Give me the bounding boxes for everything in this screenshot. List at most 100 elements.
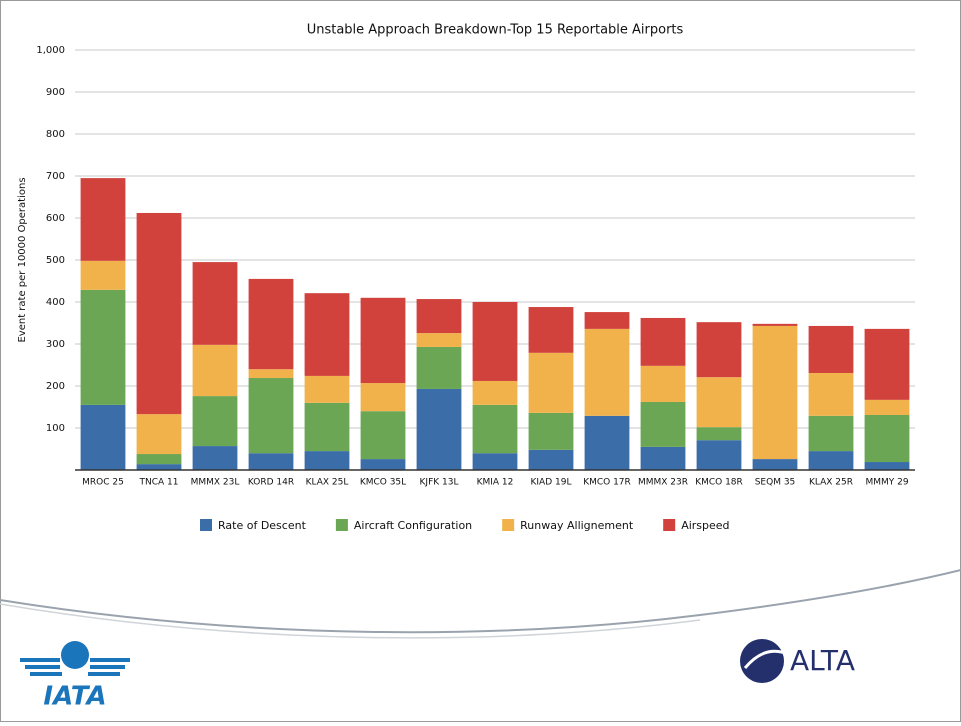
bar-segment xyxy=(248,378,294,454)
bar-segment xyxy=(864,462,910,470)
bar-segment xyxy=(640,317,686,366)
bar-segment xyxy=(248,278,294,370)
bar-segment xyxy=(752,325,798,460)
bar-segment xyxy=(528,412,574,450)
bar-segment xyxy=(640,365,686,402)
bar-segment xyxy=(192,262,238,345)
x-tick-label: TNCA 11 xyxy=(139,478,179,488)
x-tick-label: MROC 25 xyxy=(82,478,124,488)
bar-segment xyxy=(136,212,182,415)
iata-logo: IATA xyxy=(20,641,130,712)
bar-segment xyxy=(528,352,574,413)
y-tick-label: 500 xyxy=(46,255,65,266)
x-tick-label: KJFK 13L xyxy=(420,478,459,488)
iata-text: IATA xyxy=(43,682,106,712)
legend-swatch xyxy=(200,519,212,531)
bar-segment xyxy=(304,451,350,470)
y-tick-label: 200 xyxy=(46,381,65,392)
plot: 100 200 300 400 500 600 700 800 900 1,000 MROC 25 T… xyxy=(36,45,915,488)
bar-segment xyxy=(752,323,798,326)
bar-segment xyxy=(416,299,462,334)
y-tick-label: 600 xyxy=(46,213,65,224)
bar-segment xyxy=(360,411,406,460)
y-tick-label: 1,000 xyxy=(36,45,65,56)
bar-segment xyxy=(808,325,854,373)
chart-title: Unstable Approach Breakdown-Top 15 Repor… xyxy=(307,23,684,38)
y-tick-label: 400 xyxy=(46,297,65,308)
bar-segment xyxy=(192,396,238,447)
x-tick-label: KORD 14R xyxy=(248,478,294,488)
bar-segment xyxy=(360,297,406,384)
bar-segment xyxy=(584,312,630,329)
bar-segment xyxy=(472,453,518,470)
bar-segment xyxy=(416,388,462,470)
x-tick-label: KIAD 19L xyxy=(531,478,572,488)
bar-segment xyxy=(360,383,406,412)
alta-text: ALTA xyxy=(790,644,855,677)
bar-segment xyxy=(696,377,742,428)
bar-segment xyxy=(808,372,854,416)
bar-segment xyxy=(528,307,574,353)
bar-segment xyxy=(80,260,126,290)
y-tick-label: 300 xyxy=(46,339,65,350)
x-tick-label: KLAX 25L xyxy=(306,478,349,488)
x-tick-label: SEQM 35 xyxy=(755,478,796,488)
bar-segment xyxy=(640,446,686,470)
y-tick-label: 700 xyxy=(46,171,65,182)
x-tick-label: KLAX 25R xyxy=(809,478,853,488)
bar-segment xyxy=(752,459,798,470)
bar-segment xyxy=(416,333,462,347)
bar-segment xyxy=(304,375,350,403)
bar-segment xyxy=(136,414,182,455)
bar-segment xyxy=(864,328,910,400)
bar-segment xyxy=(584,328,630,416)
bar-segment xyxy=(472,302,518,381)
x-tick-label: KMIA 12 xyxy=(477,478,514,488)
legend-label: Rate of Descent xyxy=(218,519,307,532)
bar-segment xyxy=(304,293,350,376)
bar-segment xyxy=(80,289,126,405)
bar-segment xyxy=(696,322,742,378)
bar-segment xyxy=(136,464,182,470)
alta-globe xyxy=(740,639,784,683)
bar-segment xyxy=(472,404,518,454)
x-tick-label: MMMX 23L xyxy=(191,478,240,488)
swoosh-shadow xyxy=(0,603,701,639)
bar-segment xyxy=(248,453,294,470)
bar-segment xyxy=(304,402,350,452)
bar-segment xyxy=(80,404,126,470)
bar-segment xyxy=(864,399,910,415)
y-axis-label: Event rate per 10000 Operations xyxy=(17,177,28,342)
legend-label: Airspeed xyxy=(681,519,729,532)
y-tick-label: 900 xyxy=(46,87,65,98)
globe xyxy=(61,641,89,669)
x-tick-label: KMCO 18R xyxy=(695,478,743,488)
x-tick-label: MMMX 23R xyxy=(638,478,688,488)
legend-label: Runway Allignement xyxy=(520,519,634,532)
x-tick-label: MMMY 29 xyxy=(865,478,908,488)
bar-segment xyxy=(416,346,462,389)
bar-segment xyxy=(248,369,294,379)
x-tick-label: KMCO 17R xyxy=(583,478,631,488)
alta-swoosh xyxy=(743,649,791,669)
alta-logo: ALTA xyxy=(740,639,855,683)
bar-segment xyxy=(528,449,574,470)
legend-swatch xyxy=(335,519,348,531)
wings xyxy=(20,658,130,676)
y-tick-label: 800 xyxy=(46,129,65,140)
bar-segment xyxy=(136,454,182,465)
bar-segment xyxy=(584,415,630,470)
x-tick-label: KMCO 35L xyxy=(360,478,406,488)
bar-segment xyxy=(696,440,742,470)
bar-segment xyxy=(808,451,854,470)
bar-segment xyxy=(808,415,854,452)
bar-segment xyxy=(472,380,518,405)
y-tick-label: 100 xyxy=(46,423,65,434)
bar-segment xyxy=(696,427,742,441)
legend: Rate of Descent Aircraft Configuration Run… xyxy=(200,519,730,532)
legend-swatch xyxy=(663,519,676,531)
bar-segment xyxy=(360,459,406,470)
bar-segment xyxy=(640,401,686,447)
bar-segment xyxy=(192,446,238,470)
